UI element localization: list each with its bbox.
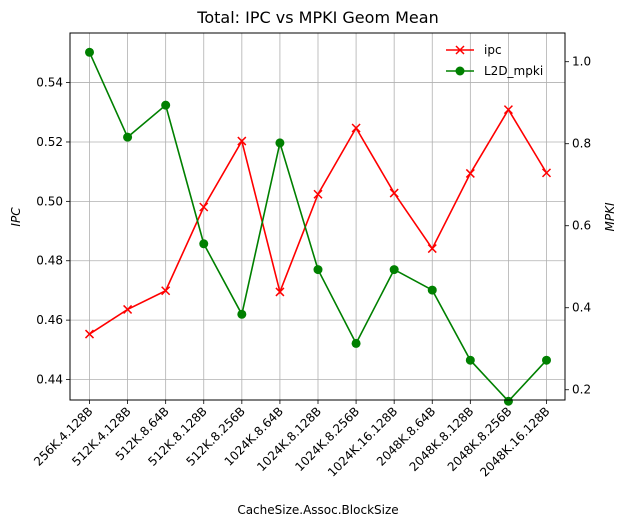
legend-item-ipc: ipc (446, 43, 502, 57)
legend-label-ipc: ipc (484, 43, 502, 57)
legend-label-l2d-mpki: L2D_mpki (484, 64, 543, 78)
right-y-tick-label: 0.8 (572, 137, 591, 151)
legend-item-l2d-mpki: L2D_mpki (446, 64, 543, 78)
right-y-tick-label: 1.0 (572, 55, 591, 69)
right-y-tick-label: 0.4 (572, 301, 591, 315)
data-point-ipc (199, 202, 209, 212)
data-point-l2d-mpki (275, 138, 285, 148)
data-point-ipc (237, 136, 247, 146)
data-point-l2d-mpki (542, 355, 551, 365)
data-point-l2d-mpki (503, 396, 513, 406)
left-y-tick-label: 0.44 (36, 373, 63, 387)
left-y-axis-label: IPC (9, 207, 23, 227)
data-point-l2d-mpki (85, 47, 94, 57)
data-point-ipc (465, 168, 475, 178)
data-point-l2d-mpki (123, 132, 133, 142)
chart-title: Total: IPC vs MPKI Geom Mean (196, 8, 438, 27)
data-point-l2d-mpki (351, 338, 361, 348)
data-point-ipc (427, 244, 437, 254)
data-point-ipc (389, 188, 399, 198)
data-point-ipc (161, 286, 171, 296)
right-y-axis-label: MPKI (603, 202, 617, 231)
left-y-axis-ticks: 0.44 0.46 0.48 0.50 0.52 0.54 (36, 76, 70, 387)
x-axis-label: CacheSize.Assoc.BlockSize (237, 503, 398, 517)
legend-marker-ipc (455, 45, 465, 55)
data-point-ipc (123, 304, 133, 314)
data-point-l2d-mpki (313, 265, 323, 275)
data-point-l2d-mpki (161, 100, 171, 110)
data-point-l2d-mpki (427, 285, 437, 295)
data-point-l2d-mpki (465, 355, 475, 365)
left-y-tick-label: 0.54 (36, 76, 63, 90)
left-y-tick-label: 0.46 (36, 313, 63, 327)
left-y-tick-label: 0.50 (36, 194, 63, 208)
left-y-tick-label: 0.52 (36, 135, 63, 149)
data-point-ipc (84, 329, 95, 339)
right-y-axis-ticks: 0.2 0.4 0.6 0.8 1.0 (565, 55, 591, 397)
grid (70, 33, 565, 400)
legend: ipc L2D_mpki (446, 43, 543, 78)
right-y-tick-label: 0.6 (572, 219, 591, 233)
legend-marker-l2d-mpki (455, 66, 465, 76)
data-point-ipc (275, 287, 285, 297)
data-point-l2d-mpki (199, 239, 209, 249)
data-point-ipc (503, 105, 513, 115)
data-point-l2d-mpki (389, 265, 399, 275)
right-y-tick-label: 0.2 (572, 383, 591, 397)
left-y-tick-label: 0.48 (36, 254, 63, 268)
plot-frame (69, 32, 566, 401)
data-point-ipc (351, 123, 361, 133)
data-point-ipc (313, 189, 323, 199)
series-layer (84, 47, 552, 406)
data-point-ipc (541, 168, 552, 178)
data-point-l2d-mpki (237, 309, 247, 319)
